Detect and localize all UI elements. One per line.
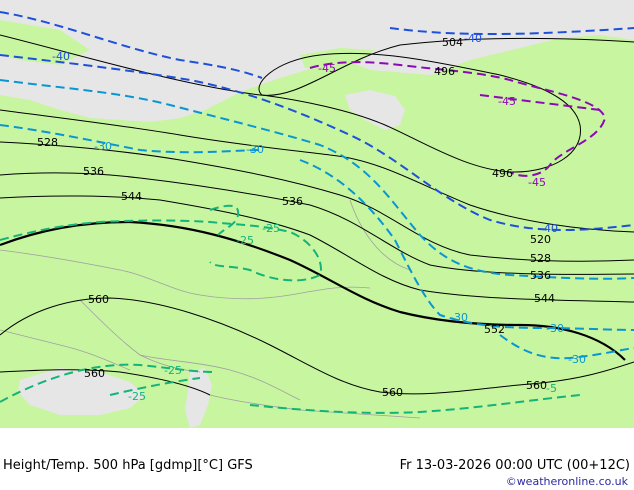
caspian-sea xyxy=(185,368,212,428)
temp-label: -40 xyxy=(52,50,70,63)
temp-label: -5 xyxy=(546,382,557,395)
height-label: 560 xyxy=(84,367,105,380)
map-footer: Height/Temp. 500 hPa [gdmp][°C] GFS Fr 1… xyxy=(0,428,634,490)
height-label: 552 xyxy=(484,323,505,336)
isotherm-m25-b xyxy=(209,204,240,236)
height-label: 496 xyxy=(492,167,513,180)
height-label: 536 xyxy=(282,195,303,208)
height-label: 560 xyxy=(526,379,547,392)
isotherm-m30-b xyxy=(0,124,261,154)
height-label: 536 xyxy=(530,269,551,282)
temp-label: -25 xyxy=(128,390,146,403)
temp-label: -45 xyxy=(318,62,336,75)
temp-label: -25 xyxy=(262,222,280,235)
temp-label: -40 xyxy=(540,222,558,235)
temp-label: -30 xyxy=(450,311,468,324)
scandinavia-land xyxy=(0,20,90,65)
temp-label: -25 xyxy=(164,364,182,377)
isotherm-m45 xyxy=(309,61,607,177)
isotherm-m25-south xyxy=(0,363,216,403)
height-label: 528 xyxy=(37,136,58,149)
temp-label: -45 xyxy=(528,176,546,189)
forecast-time: Fr 13-03-2026 00:00 UTC (00+12C) xyxy=(399,458,630,473)
isotherm-m25-se xyxy=(249,394,581,414)
isotherm-m25-sw xyxy=(109,377,201,396)
height-label: 560 xyxy=(382,386,403,399)
temp-label: -30 xyxy=(546,322,564,335)
isotherm-m45-b xyxy=(479,94,601,111)
height-label: 520 xyxy=(530,233,551,246)
temp-label: -45 xyxy=(498,95,516,108)
map-title: Height/Temp. 500 hPa [gdmp][°C] GFS xyxy=(3,458,253,473)
black-sea xyxy=(18,368,145,415)
height-label: 560 xyxy=(88,293,109,306)
isotherm-m25 xyxy=(0,219,322,282)
weather-map: 504 496 496 528 536 544 536 520 528 536 … xyxy=(0,0,634,428)
temp-label: -30 xyxy=(568,353,586,366)
height-label: 528 xyxy=(530,252,551,265)
height-label: 496 xyxy=(434,65,455,78)
isotherm-m30 xyxy=(0,79,634,280)
isotherms xyxy=(0,11,634,414)
temp-label: -40 xyxy=(464,32,482,45)
isotherm-m40-ne xyxy=(389,27,634,35)
isotherm-m30-d xyxy=(499,334,634,360)
isotherm-m30-c xyxy=(299,159,634,331)
temp-label: -30 xyxy=(246,143,264,156)
height-label: 544 xyxy=(534,292,555,305)
height-label: 544 xyxy=(121,190,142,203)
height-label: 536 xyxy=(83,165,104,178)
isotherm-m40-north xyxy=(0,54,634,231)
temp-label: -30 xyxy=(94,140,112,153)
temp-label: -25 xyxy=(236,234,254,247)
white-sea xyxy=(345,90,405,130)
height-label: 504 xyxy=(442,36,463,49)
credit-link[interactable]: ©weatheronline.co.uk xyxy=(505,475,628,488)
isotherm-m40-top xyxy=(0,11,263,79)
